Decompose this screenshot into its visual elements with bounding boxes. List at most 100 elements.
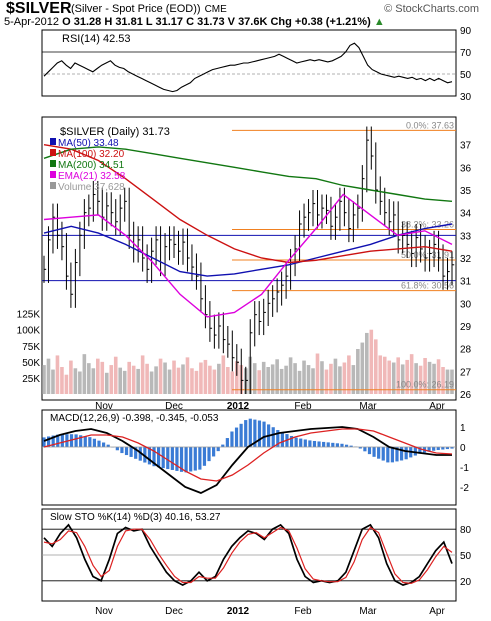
volume-bar bbox=[302, 360, 306, 394]
macd-histogram-bar bbox=[92, 438, 97, 447]
moving-average-line bbox=[43, 144, 453, 264]
y-tick-label: 80 bbox=[460, 525, 472, 536]
macd-histogram-bar bbox=[271, 427, 275, 447]
macd-histogram-bar bbox=[441, 447, 445, 450]
volume-bar bbox=[217, 363, 221, 394]
macd-histogram-bar bbox=[262, 421, 266, 447]
volume-bar bbox=[306, 365, 311, 394]
legend-label: MA(100) 32.20 bbox=[58, 149, 125, 160]
volume-bar bbox=[167, 369, 172, 394]
volume-bar bbox=[109, 365, 114, 394]
y-tick-label: 36 bbox=[460, 163, 472, 174]
macd-histogram-bar bbox=[294, 437, 298, 447]
macd-histogram-bar bbox=[377, 447, 381, 459]
volume-bar bbox=[333, 358, 338, 394]
volume-bar bbox=[257, 370, 262, 394]
volume-bar bbox=[87, 363, 91, 394]
macd-histogram-bar bbox=[413, 447, 417, 456]
volume-bar bbox=[118, 367, 123, 394]
x-axis-label: 2012 bbox=[227, 606, 250, 617]
volume-bar bbox=[252, 363, 257, 394]
volume-bar bbox=[360, 342, 365, 394]
macd-histogram-bar bbox=[367, 447, 372, 455]
y-tick-label: 27 bbox=[460, 367, 472, 378]
y-tick-label: 26 bbox=[460, 390, 472, 401]
volume-bar bbox=[284, 365, 288, 394]
moving-average-line bbox=[43, 223, 453, 277]
symbol-title: $SILVER bbox=[6, 0, 72, 17]
volume-bar bbox=[279, 368, 284, 394]
macd-histogram-bar bbox=[170, 447, 174, 470]
volume-bar bbox=[400, 364, 405, 394]
volume-bar bbox=[261, 361, 266, 394]
macd-histogram-bar bbox=[198, 447, 202, 470]
macd-histogram-bar bbox=[134, 447, 138, 459]
macd-histogram-bar bbox=[331, 442, 335, 447]
volume-bar bbox=[373, 339, 378, 394]
volume-bar bbox=[127, 361, 131, 394]
volume-bar bbox=[60, 367, 64, 394]
legend-label: EMA(21) 32.58 bbox=[58, 171, 126, 182]
volume-bar bbox=[212, 369, 217, 394]
volume-bar bbox=[288, 357, 293, 394]
volume-bar bbox=[140, 355, 145, 394]
volume-bar bbox=[96, 358, 100, 394]
fib-label: 0.0%: 37.63 bbox=[406, 120, 454, 130]
volume-bar bbox=[234, 361, 239, 394]
moving-average-line bbox=[43, 146, 453, 202]
macd-histogram-bar bbox=[225, 438, 229, 447]
brand-label[interactable]: © StockCharts.com bbox=[384, 3, 479, 15]
price-title: $SILVER (Daily) 31.73 bbox=[60, 126, 170, 138]
macd-line bbox=[43, 428, 453, 482]
macd-histogram-bar bbox=[207, 447, 211, 462]
macd-histogram-bar bbox=[152, 447, 156, 467]
x-axis-label: 2012 bbox=[227, 401, 250, 412]
macd-histogram-bar bbox=[399, 447, 404, 461]
volume-bar bbox=[46, 358, 51, 394]
macd-histogram-bar bbox=[418, 447, 422, 454]
volume-bar bbox=[324, 369, 329, 394]
macd-histogram-bar bbox=[147, 447, 152, 465]
y-tick-label: 0 bbox=[460, 443, 466, 454]
volume-bar bbox=[441, 367, 445, 394]
macd-histogram-bar bbox=[60, 434, 64, 447]
macd-histogram-bar bbox=[239, 423, 243, 447]
y-tick-label: 34 bbox=[460, 209, 472, 220]
volume-bar bbox=[248, 356, 253, 394]
macd-histogram-bar bbox=[69, 434, 74, 447]
macd-histogram-bar bbox=[299, 438, 303, 447]
legend-label: MA(50) 33.48 bbox=[58, 138, 119, 149]
macd-histogram-bar bbox=[212, 447, 216, 457]
macd-histogram-bar bbox=[46, 436, 51, 447]
macd-histogram-bar bbox=[450, 447, 454, 449]
macd-histogram-bar bbox=[138, 447, 142, 461]
volume-bar bbox=[356, 349, 360, 394]
legend-swatch bbox=[50, 160, 56, 167]
volume-bar bbox=[293, 363, 297, 394]
volume-bar bbox=[172, 360, 176, 394]
x-axis-label: Apr bbox=[429, 401, 445, 412]
volume-bar bbox=[176, 367, 181, 394]
volume-bar bbox=[396, 357, 400, 394]
macd-histogram-bar bbox=[234, 427, 239, 447]
fib-label: 61.8%: 30.56 bbox=[401, 281, 454, 291]
quote-change: Chg +0.38 (+1.21%) bbox=[270, 16, 371, 28]
macd-histogram-bar bbox=[436, 447, 440, 451]
volume-axis-label: 100K bbox=[17, 326, 41, 337]
volume-bar bbox=[154, 366, 158, 394]
y-tick-label: -1 bbox=[460, 463, 469, 474]
volume-bar bbox=[266, 367, 270, 394]
macd-histogram-bar bbox=[83, 436, 87, 447]
y-tick-label: 33 bbox=[460, 231, 472, 242]
y-tick-label: 70 bbox=[460, 48, 472, 59]
macd-histogram-bar bbox=[326, 442, 330, 447]
volume-bar bbox=[145, 363, 149, 394]
macd-histogram-bar bbox=[97, 440, 101, 447]
macd-histogram-bar bbox=[157, 447, 161, 468]
macd-histogram-bar bbox=[88, 437, 92, 447]
volume-bar bbox=[230, 371, 235, 394]
macd-histogram-bar bbox=[404, 447, 408, 460]
volume-bar bbox=[338, 366, 342, 394]
macd-histogram-bar bbox=[409, 447, 413, 458]
